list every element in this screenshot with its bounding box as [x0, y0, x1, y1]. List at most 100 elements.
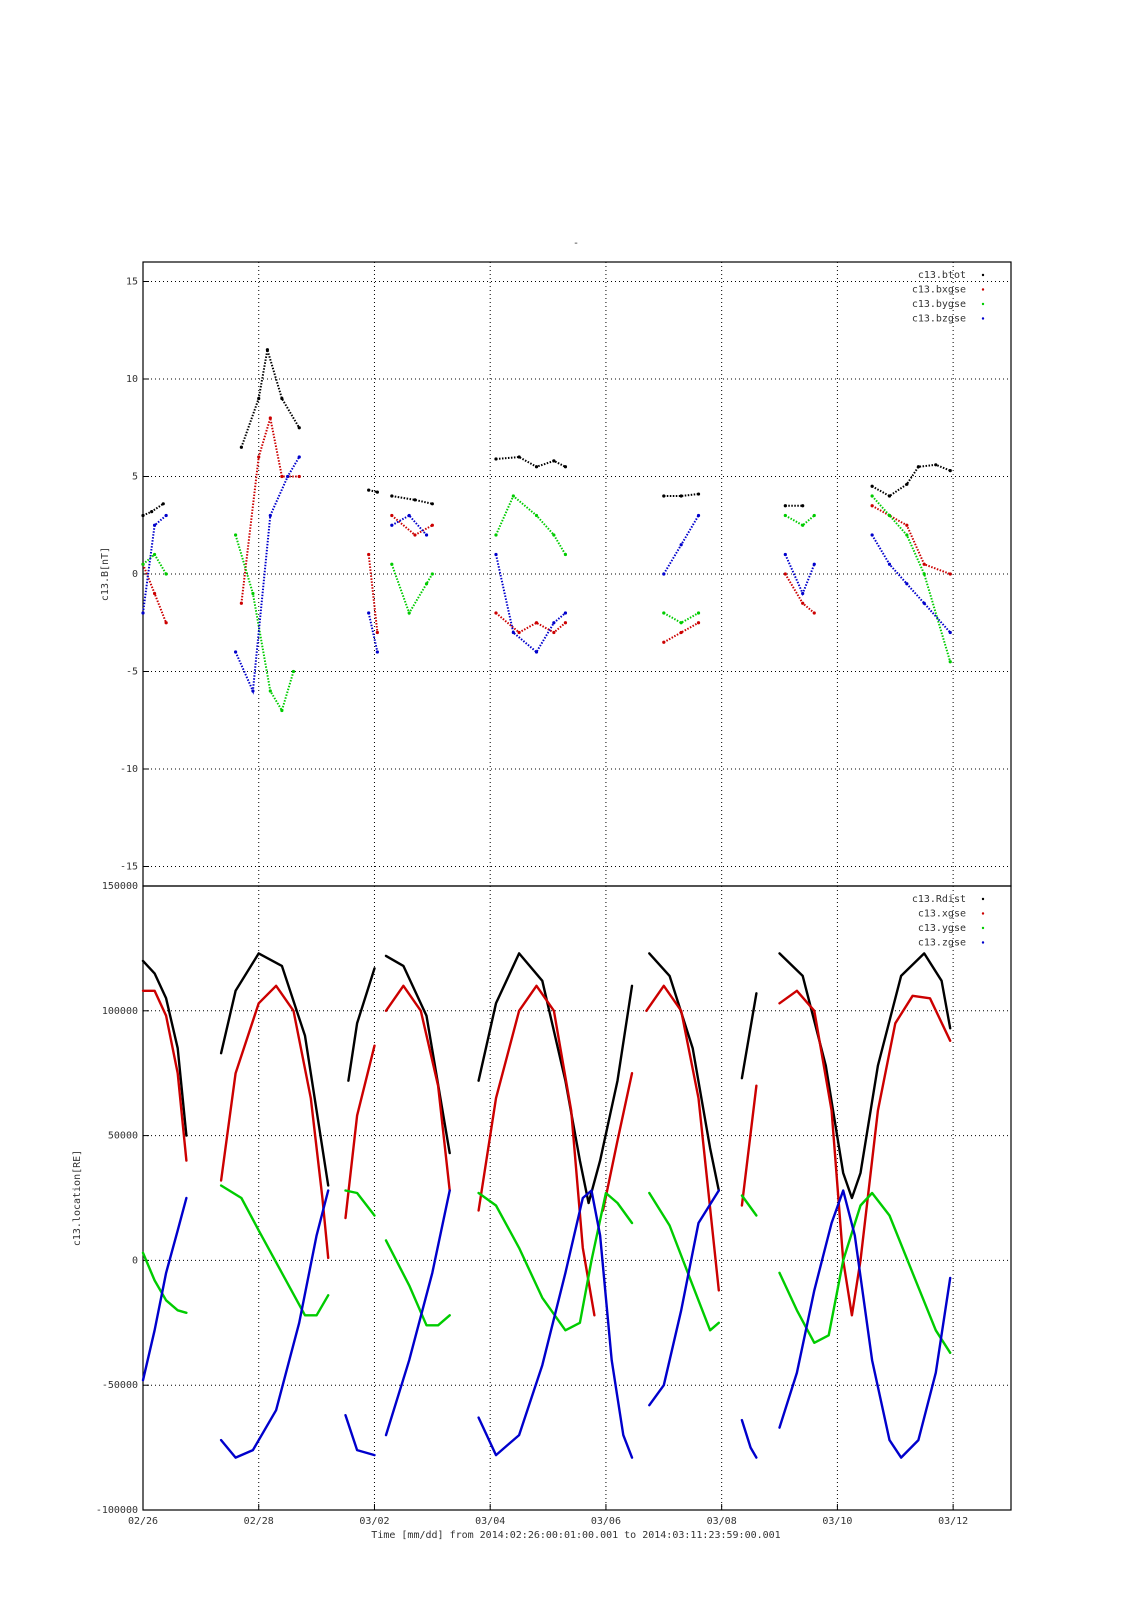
data-point	[152, 523, 157, 527]
series-segment	[477, 1191, 634, 1332]
data-point	[407, 611, 411, 615]
location-ytick-label: 100000	[102, 1006, 138, 1017]
series-segment	[219, 1184, 330, 1317]
data-point	[297, 426, 301, 430]
data-point	[511, 494, 515, 498]
data-point	[430, 572, 434, 576]
magnetic-field-ytick-label: -5	[126, 667, 138, 678]
series-segment	[784, 573, 815, 614]
series-segment	[740, 1418, 758, 1459]
data-point	[552, 459, 556, 463]
data-point	[801, 601, 805, 605]
data-point	[297, 474, 301, 479]
data-point	[152, 552, 157, 557]
data-point	[563, 611, 568, 615]
data-point	[801, 504, 805, 508]
magnetic-field-ytick-label: -15	[120, 862, 138, 873]
data-point	[870, 533, 874, 537]
series-segment	[384, 1189, 451, 1437]
xtick-label: 03/12	[938, 1516, 968, 1527]
data-point	[534, 513, 539, 518]
data-point	[257, 396, 261, 401]
data-point	[905, 582, 909, 586]
data-point	[534, 465, 539, 469]
data-point	[251, 591, 255, 596]
series-segment	[645, 984, 720, 1292]
magnetic-field-ytick-label: 0	[132, 569, 138, 580]
xtick-label: 03/08	[707, 1516, 737, 1527]
series-segment	[663, 612, 699, 624]
data-point	[948, 469, 952, 473]
data-point	[662, 640, 666, 644]
magnetic-field-ytick-label: 15	[126, 277, 138, 288]
data-point	[696, 611, 701, 615]
data-point	[905, 482, 909, 486]
series-segment	[477, 1189, 634, 1459]
data-point	[430, 523, 434, 527]
location-y-ticks: 150000 100000 50000 0 -50000 -100000	[96, 881, 149, 1516]
data-point	[662, 611, 666, 615]
series-segment	[784, 514, 815, 527]
series-segment	[141, 1196, 188, 1382]
series-segment	[778, 1189, 952, 1459]
data-point	[494, 533, 498, 537]
data-point	[517, 630, 521, 635]
series-segment	[142, 514, 167, 614]
time-axis-label: Time [mm/dd] from 2014:02:26:00:01:00.00…	[371, 1530, 780, 1541]
series-segment	[219, 984, 330, 1260]
data-point	[783, 552, 787, 557]
data-point	[887, 513, 892, 518]
series-segment	[740, 1194, 758, 1217]
series-segment	[495, 494, 567, 556]
data-point	[367, 552, 371, 557]
location-ytick-label: 150000	[102, 881, 138, 892]
data-point	[494, 552, 498, 557]
data-point	[268, 689, 272, 693]
data-point	[150, 510, 154, 514]
data-point	[375, 630, 379, 635]
data-point	[164, 621, 168, 625]
data-point	[783, 504, 787, 508]
data-point	[268, 416, 272, 420]
location-panel: 150000 100000 50000 0 -50000 -100000 c13.Rdis…	[72, 881, 1012, 1516]
data-point	[905, 533, 909, 537]
legend-marker	[981, 941, 985, 944]
data-point	[662, 494, 666, 498]
series-segment	[141, 1251, 188, 1315]
data-point	[812, 513, 816, 518]
top-title: -	[573, 238, 579, 249]
series-segment	[648, 1189, 720, 1407]
data-point	[783, 513, 787, 518]
xtick-label: 02/28	[244, 1516, 274, 1527]
time-axis-ticks: 02/26 02/28 03/02 03/04 03/06 03/08 03/10 03/12	[128, 1504, 968, 1527]
legend-marker	[981, 302, 985, 306]
legend-marker	[981, 288, 985, 291]
series-segment	[234, 534, 295, 713]
magnetic-field-ytick-label: -10	[120, 764, 138, 775]
series-segment	[477, 984, 596, 1317]
data-point	[783, 572, 787, 576]
data-point	[534, 621, 539, 625]
location-ytick-label: -50000	[102, 1380, 138, 1391]
series-segment	[495, 612, 567, 634]
series-segment	[384, 984, 451, 1192]
data-point	[367, 611, 371, 615]
magnetic-field-ytick-label: 5	[132, 472, 138, 483]
series-c13-bygse	[141, 494, 952, 713]
data-point	[870, 504, 874, 508]
data-point	[812, 611, 816, 615]
data-point	[233, 650, 238, 654]
data-point	[413, 533, 417, 537]
data-point	[534, 650, 539, 654]
data-point	[390, 494, 394, 498]
series-segment	[344, 1413, 376, 1457]
data-point	[922, 572, 926, 576]
magnetic-field-y-ticks: 15 10 5 0 -5 -10 -15	[120, 277, 149, 873]
magnetic-field-ylabel: c13.B[nT]	[100, 547, 111, 601]
location-series	[141, 952, 952, 1459]
data-point	[280, 396, 284, 401]
data-point	[239, 601, 243, 605]
data-point	[948, 572, 952, 576]
legend-marker	[981, 912, 985, 915]
